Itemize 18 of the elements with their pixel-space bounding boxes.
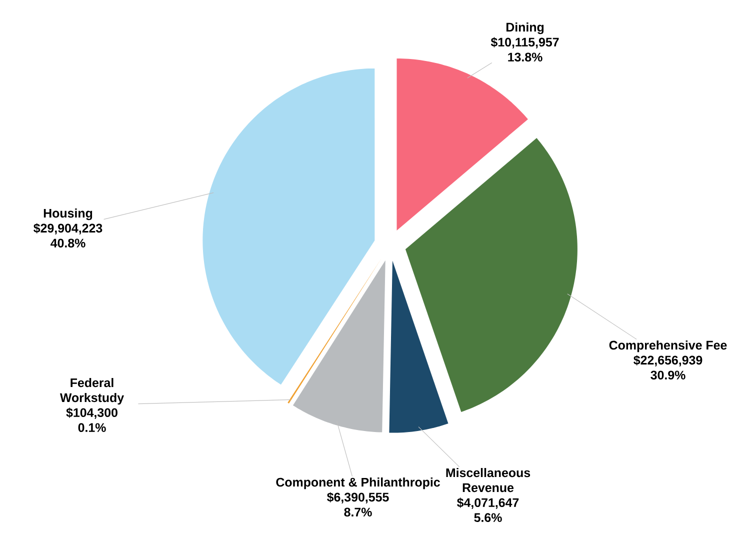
data-label: $29,904,223 [34, 223, 102, 234]
text: 40.8% [50, 238, 86, 248]
data-label: $10,115,957 [490, 37, 559, 48]
data-label: $6,390,555 [327, 492, 389, 504]
data-label: $22,656,939 [634, 355, 702, 366]
data-label: $104,300 [66, 408, 118, 419]
text: 8.7% [344, 508, 372, 517]
data-label: $4,071,647 [457, 498, 519, 509]
slice-label: Dining [506, 22, 544, 34]
slice-label: Miscellaneous Revenue [446, 468, 530, 492]
slice-label: Housing [44, 208, 92, 220]
text: 0.1% [78, 423, 106, 432]
slice-label: Comprehensive Fee [609, 340, 727, 352]
text: 13.8% [508, 52, 542, 62]
text: 30.9% [650, 370, 686, 380]
slice-label: Federal Workstudy [60, 378, 124, 405]
slice-label: Component & Philanthropic [276, 477, 440, 490]
text: 5.6% [474, 513, 502, 522]
